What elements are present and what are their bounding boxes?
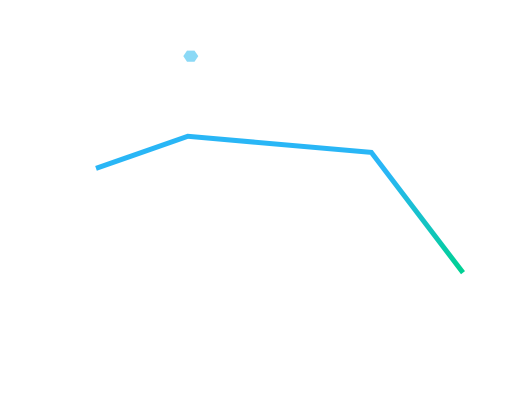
series-line-0 (95, 133, 465, 275)
plot-area (95, 50, 465, 275)
hexagon-marker (183, 50, 199, 62)
